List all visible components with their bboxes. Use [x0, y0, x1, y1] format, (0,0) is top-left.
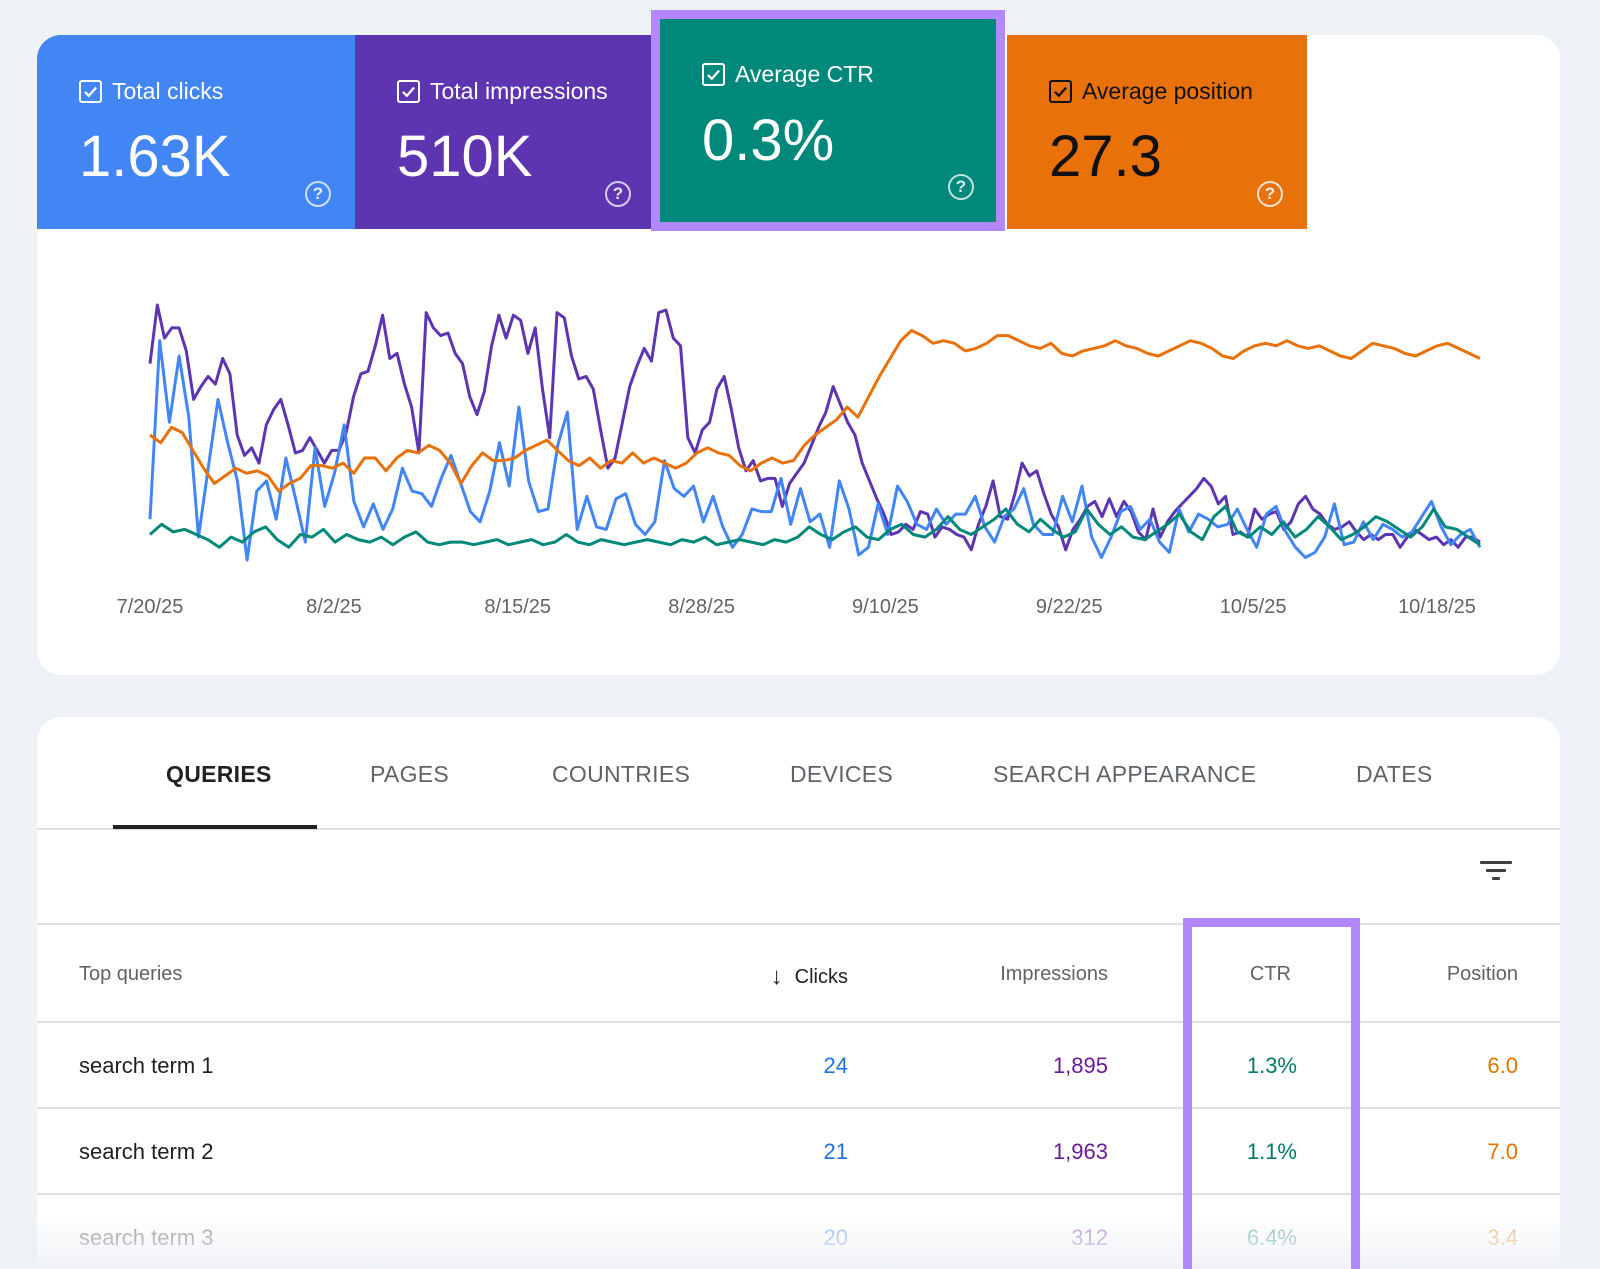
metric-tile-total-impressions[interactable]: Total impressions 510K ?: [355, 35, 655, 229]
report-table-card: QUERIES PAGES COUNTRIES DEVICES SEARCH A…: [37, 717, 1560, 1269]
table-row[interactable]: search term 3 20 312 6.4% 3.4: [37, 1195, 1560, 1269]
help-circle-icon[interactable]: ?: [605, 181, 631, 207]
tab-queries[interactable]: QUERIES: [166, 761, 272, 787]
clicks-cell: 21: [823, 1139, 848, 1164]
x-axis-tick-label: 8/15/25: [484, 596, 551, 618]
impressions-cell: 1,895: [1052, 1053, 1108, 1078]
query-cell: search term 1: [79, 1053, 214, 1078]
position-cell: 6.0: [1487, 1053, 1518, 1078]
metric-label-row: Total impressions: [397, 78, 608, 105]
metric-value: 510K: [397, 124, 533, 189]
ctr-cell: 6.4%: [1246, 1225, 1297, 1250]
checkbox-checked-icon[interactable]: [702, 63, 725, 86]
table-row[interactable]: search term 1 24 1,895 1.3% 6.0: [37, 1023, 1560, 1109]
tab-pages[interactable]: PAGES: [370, 761, 450, 787]
tab-search-appearance[interactable]: SEARCH APPEARANCE: [993, 761, 1257, 787]
position-cell: 7.0: [1487, 1139, 1518, 1164]
metric-value: 27.3: [1049, 124, 1162, 189]
checkbox-checked-icon[interactable]: [1049, 80, 1072, 103]
column-header-clicks[interactable]: ↓ Clicks: [771, 963, 848, 991]
column-header-ctr[interactable]: CTR: [1249, 963, 1291, 985]
tab-countries[interactable]: COUNTRIES: [552, 761, 691, 787]
metric-label-row: Average CTR: [702, 61, 874, 88]
help-circle-icon[interactable]: ?: [305, 181, 331, 207]
x-axis-tick-label: 9/22/25: [1036, 596, 1103, 618]
impressions-cell: 312: [1071, 1225, 1108, 1250]
tab-dates[interactable]: DATES: [1356, 761, 1433, 787]
x-axis-tick-label: 10/18/25: [1398, 596, 1476, 618]
report-tabs: QUERIES PAGES COUNTRIES DEVICES SEARCH A…: [37, 717, 1560, 830]
metric-label: Average position: [1082, 78, 1253, 104]
tab-devices[interactable]: DEVICES: [790, 761, 894, 787]
ctr-cell: 1.1%: [1246, 1139, 1297, 1164]
query-cell: search term 3: [79, 1225, 214, 1250]
series-line-total-clicks: [148, 339, 1482, 562]
metric-tile-average-ctr[interactable]: Average CTR 0.3% ?: [651, 10, 1005, 231]
x-axis-tick-label: 8/28/25: [668, 596, 735, 618]
metric-tile-average-position[interactable]: Average position 27.3 ?: [1007, 35, 1307, 229]
performance-line-chart: 7/20/25 8/2/25 8/15/25 8/28/25 9/10/25 9/22/2…: [117, 303, 1482, 618]
series-line-average-ctr: [149, 504, 1481, 549]
metric-label-row: Total clicks: [79, 78, 223, 105]
active-tab-indicator: [113, 825, 317, 829]
filter-list-icon[interactable]: [1480, 857, 1516, 885]
table-header-row: Top queries ↓ Clicks Impressions CTR Pos…: [37, 923, 1560, 1023]
arrow-down-icon: ↓: [770, 963, 783, 990]
metric-tile-total-clicks[interactable]: Total clicks 1.63K ?: [37, 35, 355, 229]
clicks-cell: 24: [823, 1053, 848, 1078]
series-line-total-impressions: [148, 303, 1481, 552]
metric-label: Total impressions: [430, 78, 608, 104]
metric-label-row: Average position: [1049, 78, 1253, 105]
series-line-average-position: [149, 329, 1481, 493]
x-axis-tick-label: 10/5/25: [1220, 596, 1287, 618]
metric-value: 1.63K: [79, 124, 231, 189]
checkbox-checked-icon[interactable]: [397, 80, 420, 103]
ctr-cell: 1.3%: [1246, 1053, 1297, 1078]
impressions-cell: 1,963: [1052, 1139, 1108, 1164]
x-axis-tick-label: 9/10/25: [852, 596, 919, 618]
column-header-top-queries[interactable]: Top queries: [79, 963, 183, 985]
help-circle-icon[interactable]: ?: [948, 174, 974, 200]
help-circle-icon[interactable]: ?: [1257, 181, 1283, 207]
column-header-impressions[interactable]: Impressions: [1000, 963, 1108, 985]
column-header-label: Clicks: [794, 965, 848, 988]
metric-label: Total clicks: [112, 78, 224, 104]
metric-value: 0.3%: [702, 108, 835, 173]
position-cell: 3.4: [1487, 1225, 1518, 1250]
column-header-position[interactable]: Position: [1446, 963, 1518, 985]
x-axis-tick-label: 8/2/25: [306, 596, 362, 618]
checkbox-checked-icon[interactable]: [79, 80, 102, 103]
clicks-cell: 20: [823, 1225, 848, 1250]
x-axis-tick-label: 7/20/25: [117, 596, 184, 618]
query-cell: search term 2: [79, 1139, 214, 1164]
metric-label: Average CTR: [735, 61, 874, 87]
table-row[interactable]: search term 2 21 1,963 1.1% 7.0: [37, 1109, 1560, 1195]
